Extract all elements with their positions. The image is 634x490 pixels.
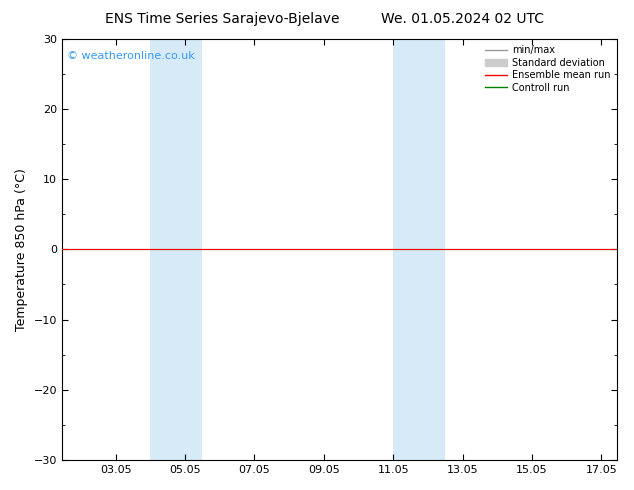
Y-axis label: Temperature 850 hPa (°C): Temperature 850 hPa (°C) — [15, 168, 28, 331]
Text: ENS Time Series Sarajevo-Bjelave: ENS Time Series Sarajevo-Bjelave — [105, 12, 339, 26]
Bar — [150, 39, 202, 460]
Text: We. 01.05.2024 02 UTC: We. 01.05.2024 02 UTC — [381, 12, 545, 26]
Text: © weatheronline.co.uk: © weatheronline.co.uk — [67, 51, 195, 61]
Legend: min/max, Standard deviation, Ensemble mean run, Controll run: min/max, Standard deviation, Ensemble me… — [484, 44, 612, 95]
Bar — [393, 39, 445, 460]
